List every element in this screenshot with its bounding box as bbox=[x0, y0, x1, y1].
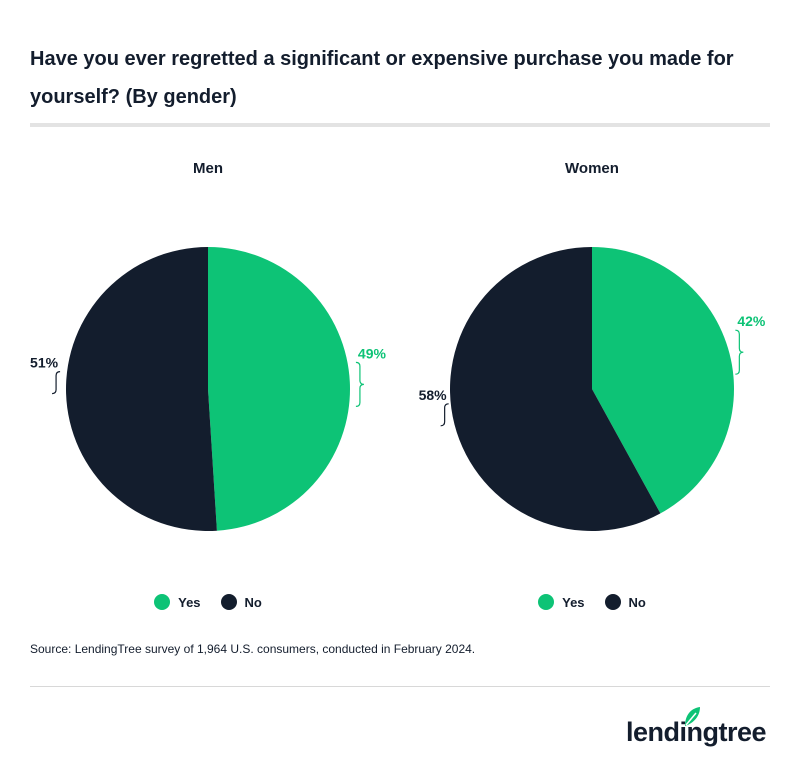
legend-item-yes: Yes bbox=[154, 594, 201, 610]
pie-slice-men-no bbox=[65, 247, 217, 531]
data-label-women-yes: 42% bbox=[737, 313, 766, 329]
data-label-men-yes: 49% bbox=[358, 345, 387, 361]
legend-label-no: No bbox=[244, 594, 262, 610]
pie-title-men: Men bbox=[193, 160, 223, 177]
legend-swatch-no bbox=[220, 594, 237, 610]
pie-svg-men: 49% 51% bbox=[30, 247, 387, 531]
lendingtree-logo: lendingtree bbox=[625, 706, 767, 750]
leader-line-women-no bbox=[440, 403, 449, 427]
legend-women: Yes No bbox=[402, 594, 782, 610]
legend-swatch-no bbox=[604, 594, 621, 610]
pie-svg-women: 42% 58% bbox=[419, 247, 766, 531]
legend-item-yes: Yes bbox=[538, 594, 585, 610]
chart-title: Have you ever regretted a significant or… bbox=[30, 48, 734, 108]
pie-chart-women: Women 42% 58% Yes No bbox=[402, 140, 782, 620]
leader-line-men-yes bbox=[355, 361, 364, 407]
legend-label-yes: Yes bbox=[178, 594, 201, 610]
legend-men: Yes No bbox=[18, 594, 398, 610]
logo-wordmark: lendingtree bbox=[625, 717, 767, 747]
pie-slice-women-yes bbox=[592, 247, 734, 514]
data-label-men-no: 51% bbox=[30, 355, 59, 371]
source-note: Source: LendingTree survey of 1,964 U.S.… bbox=[30, 642, 476, 656]
legend-swatch-yes bbox=[538, 594, 555, 610]
data-label-women-no: 58% bbox=[419, 387, 448, 403]
legend-swatch-yes bbox=[154, 594, 171, 610]
leaf-icon bbox=[685, 707, 700, 726]
legend-item-no: No bbox=[220, 594, 262, 610]
legend-item-no: No bbox=[604, 594, 646, 610]
legend-label-no: No bbox=[628, 594, 646, 610]
title-divider bbox=[30, 123, 770, 127]
pie-chart-men: Men 49% 51% Yes No bbox=[18, 140, 398, 620]
leader-line-men-no bbox=[52, 371, 61, 395]
pie-slice-men-yes bbox=[208, 247, 350, 531]
footer-divider bbox=[30, 686, 770, 687]
leader-line-women-yes bbox=[735, 329, 744, 375]
legend-label-yes: Yes bbox=[562, 594, 585, 610]
pie-slice-women-no bbox=[450, 247, 661, 531]
pie-title-women: Women bbox=[565, 160, 619, 177]
